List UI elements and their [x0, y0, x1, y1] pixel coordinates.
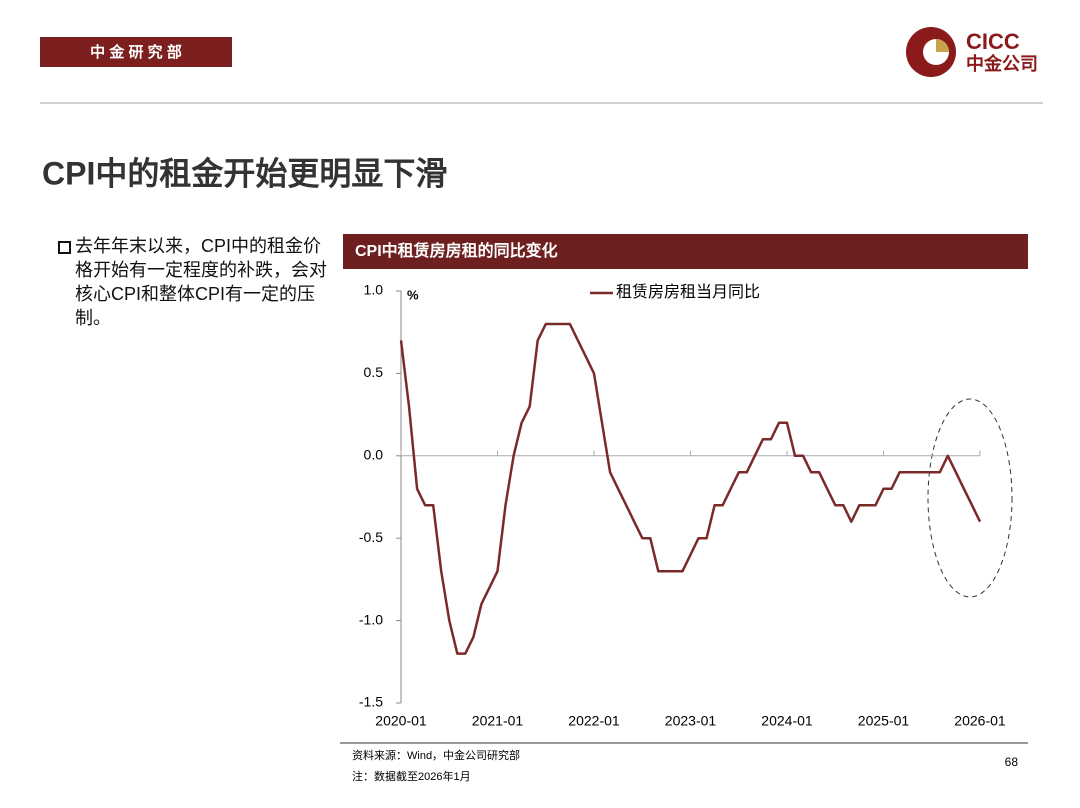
x-tick-label: 2021-01	[472, 713, 524, 729]
x-tick-label: 2026-01	[954, 713, 1006, 729]
series-line	[399, 322, 982, 655]
chart-title: CPI中租赁房房租的同比变化	[355, 241, 558, 260]
x-tick-label: 2023-01	[665, 713, 717, 729]
x-tick-label: 2025-01	[858, 713, 910, 729]
note: 注：数据截至2026年1月	[352, 769, 471, 783]
logo-icon-gold	[936, 39, 949, 52]
logo-en: CICC	[966, 29, 1020, 54]
bullet-text: 去年年末以来，CPI中的租金价格开始有一定程度的补跌，会对核心CPI和整体CPI…	[75, 236, 327, 328]
highlight-ellipse	[927, 398, 1013, 598]
bullet-marker	[58, 241, 71, 254]
chart-title-bg	[343, 234, 1028, 269]
slide-title: CPI中的租金开始更明显下滑	[42, 155, 447, 191]
y-tick-label: -1.0	[359, 611, 383, 627]
y-tick-label: -1.5	[359, 694, 383, 710]
y-tick-label: -0.5	[359, 529, 383, 545]
header-tag-bg	[40, 37, 232, 67]
y-unit: %	[407, 287, 419, 302]
x-tick-label: 2024-01	[761, 713, 813, 729]
header-tag: 中 金 研 究 部	[90, 43, 182, 61]
y-tick-label: 1.0	[364, 282, 384, 298]
logo-cn: 中金公司	[966, 53, 1038, 74]
legend-label: 租赁房房租当月同比	[616, 283, 760, 301]
source: 资料来源：Wind，中金公司研究部	[352, 748, 520, 762]
y-tick-label: 0.5	[364, 364, 384, 380]
x-tick-label: 2022-01	[568, 713, 620, 729]
y-tick-label: 0.0	[364, 447, 384, 463]
page-number: 68	[1005, 755, 1019, 769]
x-tick-label: 2020-01	[375, 713, 427, 729]
